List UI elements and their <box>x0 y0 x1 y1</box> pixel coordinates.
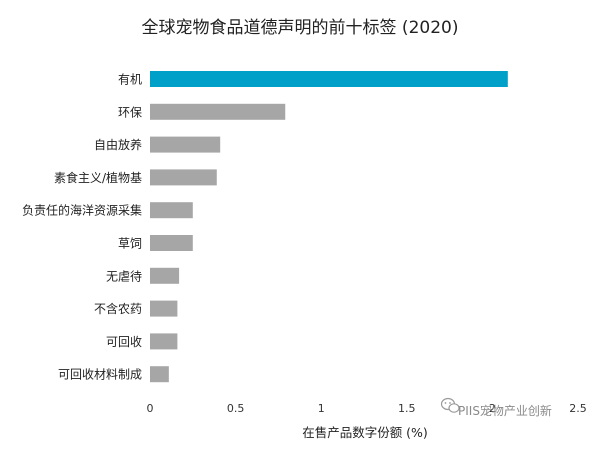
watermark-text: PIIS宠物产业创新 <box>458 403 552 418</box>
category-labels: 有机环保自由放养素食主义/植物基负责任的海洋资源采集草饲无虐待不含农药可回收可回… <box>22 73 142 382</box>
category-label-2: 环保 <box>118 105 142 119</box>
bars-group <box>150 71 508 383</box>
x-axis-ticks: 0 0.5 1 1.5 2 2.5 <box>147 402 587 415</box>
watermark: PIIS宠物产业创新 <box>440 397 552 418</box>
bar-8 <box>150 300 178 317</box>
bar-1 <box>150 71 508 87</box>
bar-7 <box>150 267 180 284</box>
x-tick-label-1: 0 <box>147 402 154 415</box>
category-label-8: 不含农药 <box>94 301 142 316</box>
x-tick-label-4: 1.5 <box>398 402 416 415</box>
category-label-1: 有机 <box>118 73 142 87</box>
bar-9 <box>150 333 178 350</box>
bar-2 <box>150 103 286 120</box>
bar-10 <box>150 366 169 383</box>
wechat-icon <box>440 397 460 413</box>
category-label-7: 无虐待 <box>106 269 142 283</box>
x-tick-label-5: 2 <box>489 402 496 415</box>
bar-5 <box>150 202 193 219</box>
category-label-5: 负责任的海洋资源采集 <box>22 203 142 218</box>
x-tick-label-3: 1 <box>318 402 325 415</box>
category-label-10: 可回收材料制成 <box>58 368 142 382</box>
chart-title: 全球宠物食品道德声明的前十标签 (2020) <box>142 18 459 38</box>
bar-4 <box>150 169 217 186</box>
category-label-6: 草饲 <box>118 237 142 251</box>
x-tick-label-2: 0.5 <box>227 402 245 415</box>
x-axis-title: 在售产品数字份额 (%) <box>302 425 428 440</box>
bar-6 <box>150 235 193 251</box>
bar-3 <box>150 136 221 153</box>
x-tick-label-6: 2.5 <box>569 402 587 415</box>
category-label-3: 自由放养 <box>94 137 142 152</box>
category-label-4: 素食主义/植物基 <box>54 170 142 185</box>
category-label-9: 可回收 <box>106 335 142 349</box>
